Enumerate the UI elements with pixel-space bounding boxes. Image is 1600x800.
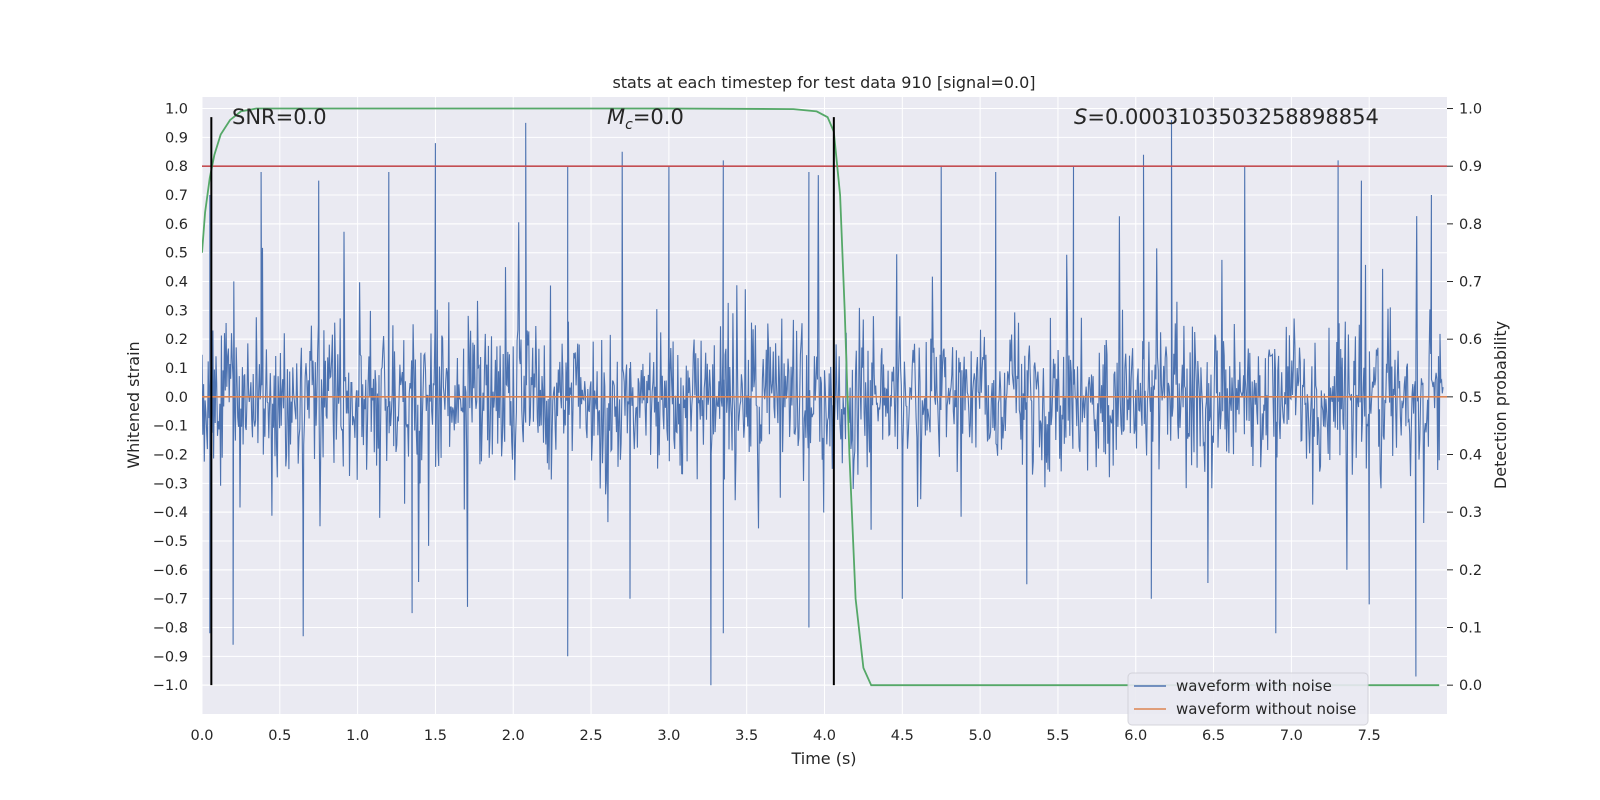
- grid: [201, 97, 1447, 714]
- x-tick-label: 0.0: [190, 728, 213, 744]
- y-ticks: 1.0 0.9 0.8 0.7 0.6 0.5 0.4 0.3 0.2 0.1 0.0 −0.1 −0.…: [153, 102, 188, 695]
- snr-annotation: SNR=0.0: [232, 105, 327, 129]
- x-tick-label: 1.5: [424, 728, 447, 744]
- x-ticks: 0.0 0.5 1.0 1.5 2.0 2.5 3.0 3.5 4.0 4.5 5.0 5.5 6.0 6…: [190, 728, 1380, 744]
- y2-tick-label: 0.0: [1459, 678, 1482, 694]
- x-tick-label: 5.0: [969, 728, 992, 744]
- y-tick-label: −0.5: [153, 534, 188, 550]
- y-axis-label: Whitened strain: [124, 341, 143, 468]
- line-series: [202, 107, 1447, 687]
- y-tick-label: 0.1: [165, 361, 188, 377]
- y-tick-label: 0.0: [165, 390, 188, 406]
- x-tick-label: 6.5: [1202, 728, 1225, 744]
- x-tick-label: 3.5: [735, 728, 758, 744]
- x-tick-label: 7.0: [1280, 728, 1303, 744]
- x-tick-label: 3.0: [657, 728, 680, 744]
- y2-tick-label: 0.3: [1459, 505, 1482, 521]
- y2-ticks: 1.0 0.9 0.8 0.7 0.6 0.5 0.4 0.3 0.2 0.1 0.0: [1447, 102, 1482, 694]
- x-axis-label: Time (s): [790, 749, 856, 768]
- y-tick-label: −0.1: [153, 419, 188, 435]
- noise-waveform-line: [202, 120, 1444, 686]
- y2-tick-label: 0.8: [1459, 217, 1482, 233]
- x-tick-label: 2.5: [580, 728, 603, 744]
- y2-tick-label: 0.2: [1459, 563, 1482, 579]
- y2-tick-label: 0.5: [1459, 390, 1482, 406]
- x-tick-label: 0.5: [268, 728, 291, 744]
- y-tick-label: 0.7: [165, 188, 188, 204]
- y2-tick-label: 0.4: [1459, 448, 1482, 464]
- mc-annotation: Mc=0.0: [607, 105, 684, 133]
- y-tick-label: 0.3: [165, 303, 188, 319]
- chart-title: stats at each timestep for test data 910…: [612, 73, 1035, 92]
- y2-axis-label: Detection probability: [1491, 321, 1510, 489]
- y-tick-label: −0.9: [153, 649, 188, 665]
- y-tick-label: 1.0: [165, 102, 188, 118]
- y-tick-label: 0.8: [165, 159, 188, 175]
- x-tick-label: 6.0: [1124, 728, 1147, 744]
- y2-tick-label: 1.0: [1459, 102, 1482, 118]
- y-tick-label: −0.4: [153, 505, 188, 521]
- x-tick-label: 7.5: [1358, 728, 1381, 744]
- legend: waveform with noise waveform without noi…: [1127, 672, 1369, 726]
- detection-probability-line: [202, 107, 1440, 687]
- y-tick-label: 0.6: [165, 217, 188, 233]
- y2-tick-label: 0.6: [1459, 332, 1482, 348]
- y2-tick-label: 0.1: [1459, 621, 1482, 637]
- y-tick-label: −0.6: [153, 563, 188, 579]
- y-tick-label: 0.5: [165, 246, 188, 262]
- y2-tick-label: 0.7: [1459, 275, 1482, 291]
- y-tick-label: 0.9: [165, 130, 188, 146]
- y-tick-label: 0.4: [165, 275, 188, 291]
- noise-series: [202, 120, 1444, 686]
- legend-label-noise: waveform with noise: [1176, 677, 1332, 695]
- y-tick-label: −0.7: [153, 592, 188, 608]
- legend-label-clean: waveform without noise: [1176, 700, 1356, 718]
- s-annotation: S=0.0003103503258898854: [1074, 105, 1379, 129]
- y2-tick-label: 0.9: [1459, 159, 1482, 175]
- x-tick-label: 2.0: [502, 728, 525, 744]
- y-tick-label: −0.2: [153, 448, 188, 464]
- legend-box: [1127, 672, 1369, 726]
- x-tick-label: 4.0: [813, 728, 836, 744]
- x-tick-label: 5.5: [1046, 728, 1069, 744]
- y-tick-label: 0.2: [165, 332, 188, 348]
- x-tick-label: 1.0: [346, 728, 369, 744]
- y-tick-label: −0.8: [153, 621, 188, 637]
- y-tick-label: −1.0: [153, 678, 188, 694]
- y-tick-label: −0.3: [153, 476, 188, 492]
- x-tick-label: 4.5: [891, 728, 914, 744]
